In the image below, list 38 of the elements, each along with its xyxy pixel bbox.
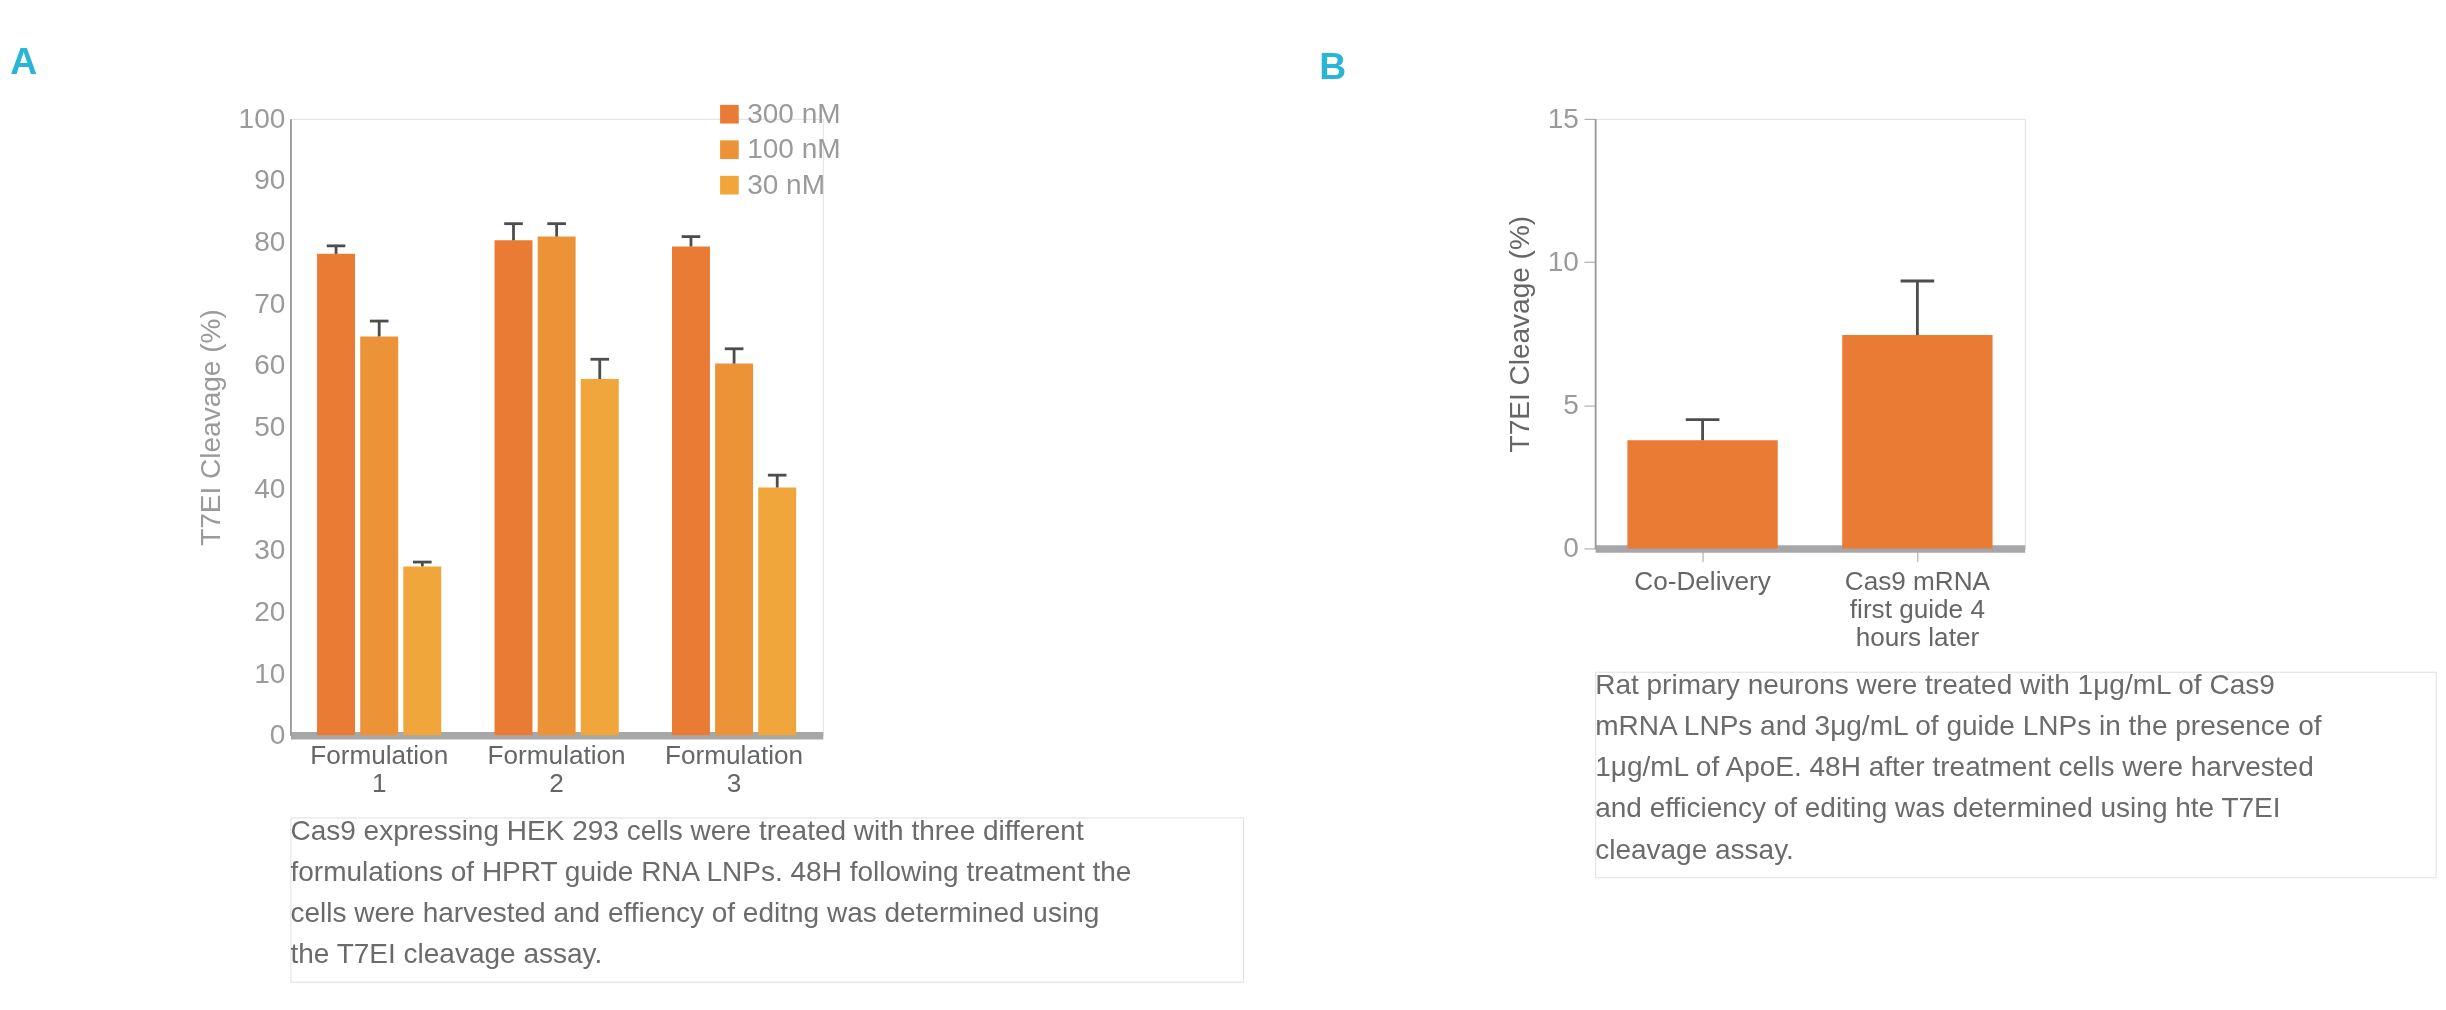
y-tick-label: 40 [254,472,286,504]
bar [537,236,576,736]
y-tick-label: 30 [254,534,286,566]
y-axis-title: T7EI Cleavage (%) [1503,215,1535,453]
x-tick-label: Co-Delivery [1634,566,1772,597]
y-tick-label: 60 [254,349,286,381]
x-tick-label: Formulation 2 [487,739,626,798]
bar [494,240,533,736]
bar [758,487,797,736]
bar [317,253,356,736]
y-tick-label: 20 [254,595,286,627]
chart-title: A [10,40,38,83]
y-tick-label: 10 [1547,245,1579,277]
y-tick-label: 15 [1547,102,1579,134]
y-tick-label: 0 [1563,532,1579,564]
y-tick-label: 80 [254,226,286,258]
y-tick-label: 0 [269,719,286,751]
bar [671,246,710,736]
x-tick-label: Formulation 3 [665,739,804,798]
bar [360,336,399,736]
y-tick-label: 50 [254,410,286,442]
y-tick-label: 100 [238,102,286,134]
y-tick-label: 5 [1563,389,1579,421]
bar [580,379,619,736]
y-tick-label: 70 [254,287,286,319]
y-axis-title: T7EI Cleavage (%) [194,309,226,546]
y-tick-label: 10 [254,657,286,689]
x-tick-label: Formulation 1 [310,739,449,798]
text: Rat primary neurons were treated with 1μg/mL of Cas9 mRNA LNPs and 3μg/mL of guide LNPs in the presence of 1μg/mL of ApoE. 48H after treatment cells were harvested and efficiency of editing was determined using hte T7EI cleavage assay. [1595,669,2322,865]
legend-label: 30 nM [747,168,825,200]
legend-label: 300 nM [747,97,841,129]
bar [715,363,754,736]
x-tick-label: Cas9 mRNA first guide 4 hours later [1844,566,1991,653]
chart-title: B [1319,44,1347,87]
y-tick-label: 90 [254,164,286,196]
bar [403,566,442,736]
text: Cas9 expressing HEK 293 cells were treated with three different formulations of HPRT guide RNA LNPs. 48H following treatment the cells were harvested and effiency of editng was determined using the T7EI cleavage assay. [290,814,1132,970]
legend-label: 100 nM [747,133,841,165]
